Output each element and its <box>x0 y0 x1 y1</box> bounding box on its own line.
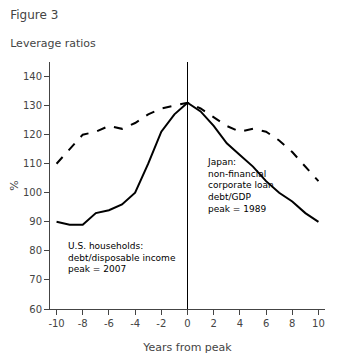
svg-text:-8: -8 <box>78 318 88 329</box>
svg-text:70: 70 <box>29 274 42 285</box>
svg-text:130: 130 <box>23 100 42 111</box>
svg-text:2: 2 <box>211 318 217 329</box>
svg-text:6: 6 <box>263 318 269 329</box>
svg-text:U.S. households:debt/disposabl: U.S. households:debt/disposable incomepe… <box>68 241 176 274</box>
svg-text:110: 110 <box>23 158 42 169</box>
svg-text:-2: -2 <box>156 318 166 329</box>
svg-text:8: 8 <box>289 318 295 329</box>
svg-text:%: % <box>8 180 21 190</box>
svg-text:Years from peak: Years from peak <box>142 341 232 354</box>
svg-text:90: 90 <box>29 216 42 227</box>
svg-text:4: 4 <box>237 318 243 329</box>
svg-text:Figure 3: Figure 3 <box>10 8 58 22</box>
svg-text:-6: -6 <box>104 318 114 329</box>
svg-text:10: 10 <box>312 318 325 329</box>
svg-text:60: 60 <box>29 304 42 315</box>
svg-text:140: 140 <box>23 71 42 82</box>
svg-text:-4: -4 <box>130 318 140 329</box>
svg-text:120: 120 <box>23 129 42 140</box>
svg-text:100: 100 <box>23 187 42 198</box>
svg-text:80: 80 <box>29 245 42 256</box>
svg-text:-10: -10 <box>48 318 64 329</box>
svg-text:Japan:non-financialcorporate l: Japan:non-financialcorporate loandebt/GD… <box>207 157 274 214</box>
svg-text:0: 0 <box>184 318 190 329</box>
svg-text:Leverage ratios: Leverage ratios <box>10 37 96 50</box>
